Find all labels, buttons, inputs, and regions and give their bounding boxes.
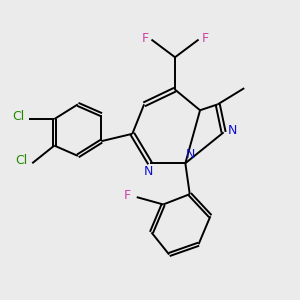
Text: F: F	[124, 189, 131, 202]
Text: N: N	[144, 165, 153, 178]
Text: N: N	[228, 124, 237, 137]
Text: Cl: Cl	[15, 154, 27, 167]
Text: Cl: Cl	[12, 110, 24, 123]
Text: N: N	[186, 148, 195, 161]
Text: F: F	[202, 32, 208, 45]
Text: F: F	[141, 32, 148, 45]
